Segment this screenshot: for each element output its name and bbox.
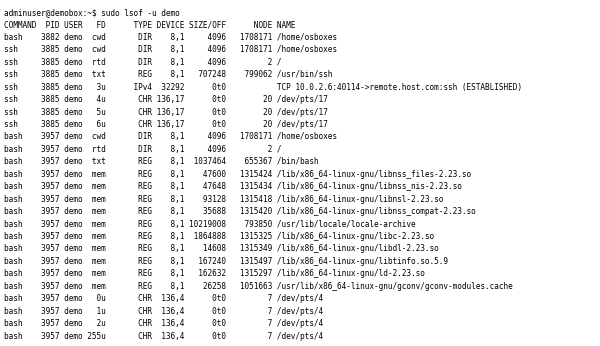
Text: bash    3957 demo  cwd       DIR    8,1     4096   1708171 /home/osboxes: bash 3957 demo cwd DIR 8,1 4096 1708171 …	[4, 133, 337, 142]
Text: ssh     3885 demo  txt       REG    8,1   707248    799062 /usr/bin/ssh: ssh 3885 demo txt REG 8,1 707248 799062 …	[4, 70, 332, 79]
Text: bash    3957 demo  txt       REG    8,1  1037464    655367 /bin/bash: bash 3957 demo txt REG 8,1 1037464 65536…	[4, 157, 319, 166]
Text: bash    3957 demo   0u       CHR  136,4      0t0         7 /dev/pts/4: bash 3957 demo 0u CHR 136,4 0t0 7 /dev/p…	[4, 294, 323, 303]
Text: bash    3957 demo  mem       REG    8,1   167240   1315497 /lib/x86_64-linux-gnu: bash 3957 demo mem REG 8,1 167240 131549…	[4, 257, 448, 266]
Text: bash    3957 demo 255u       CHR  136,4      0t0         7 /dev/pts/4: bash 3957 demo 255u CHR 136,4 0t0 7 /dev…	[4, 331, 323, 340]
Text: ssh     3885 demo   5u       CHR 136,17      0t0        20 /dev/pts/17: ssh 3885 demo 5u CHR 136,17 0t0 20 /dev/…	[4, 108, 328, 117]
Text: ssh     3885 demo   3u      IPv4  32292      0t0           TCP 10.0.2.6:40114->r: ssh 3885 demo 3u IPv4 32292 0t0 TCP 10.0…	[4, 83, 522, 92]
Text: bash    3957 demo  mem       REG    8,1  1864888   1315325 /lib/x86_64-linux-gnu: bash 3957 demo mem REG 8,1 1864888 13153…	[4, 232, 434, 241]
Text: bash    3957 demo  mem       REG    8,1    14608   1315349 /lib/x86_64-linux-gnu: bash 3957 demo mem REG 8,1 14608 1315349…	[4, 244, 439, 253]
Text: bash    3957 demo  mem       REG    8,1    93128   1315418 /lib/x86_64-linux-gnu: bash 3957 demo mem REG 8,1 93128 1315418…	[4, 195, 443, 204]
Text: ssh     3885 demo   4u       CHR 136,17      0t0        20 /dev/pts/17: ssh 3885 demo 4u CHR 136,17 0t0 20 /dev/…	[4, 95, 328, 104]
Text: COMMAND  PID USER   FD      TYPE DEVICE SIZE/OFF      NODE NAME: COMMAND PID USER FD TYPE DEVICE SIZE/OFF…	[4, 20, 295, 29]
Text: ssh     3885 demo   6u       CHR 136,17      0t0        20 /dev/pts/17: ssh 3885 demo 6u CHR 136,17 0t0 20 /dev/…	[4, 120, 328, 129]
Text: adminuser@demobox:~$ sudo lsof -u demo: adminuser@demobox:~$ sudo lsof -u demo	[4, 8, 180, 17]
Text: bash    3957 demo  mem       REG    8,1   162632   1315297 /lib/x86_64-linux-gnu: bash 3957 demo mem REG 8,1 162632 131529…	[4, 269, 425, 278]
Text: bash    3957 demo  rtd       DIR    8,1     4096         2 /: bash 3957 demo rtd DIR 8,1 4096 2 /	[4, 145, 281, 154]
Text: bash    3957 demo   2u       CHR  136,4      0t0         7 /dev/pts/4: bash 3957 demo 2u CHR 136,4 0t0 7 /dev/p…	[4, 319, 323, 328]
Text: bash    3957 demo  mem       REG    8,1    26258   1051663 /usr/lib/x86_64-linux: bash 3957 demo mem REG 8,1 26258 1051663…	[4, 282, 513, 291]
Text: ssh     3885 demo  rtd       DIR    8,1     4096         2 /: ssh 3885 demo rtd DIR 8,1 4096 2 /	[4, 58, 281, 67]
Text: ssh     3885 demo  cwd       DIR    8,1     4096   1708171 /home/osboxes: ssh 3885 demo cwd DIR 8,1 4096 1708171 /…	[4, 45, 337, 54]
Text: bash    3957 demo  mem       REG    8,1    47600   1315424 /lib/x86_64-linux-gnu: bash 3957 demo mem REG 8,1 47600 1315424…	[4, 170, 471, 179]
Text: bash    3957 demo  mem       REG    8,1    35688   1315420 /lib/x86_64-linux-gnu: bash 3957 demo mem REG 8,1 35688 1315420…	[4, 207, 476, 216]
Text: bash    3957 demo  mem       REG    8,1    47648   1315434 /lib/x86_64-linux-gnu: bash 3957 demo mem REG 8,1 47648 1315434…	[4, 182, 462, 191]
Text: bash    3957 demo   1u       CHR  136,4      0t0         7 /dev/pts/4: bash 3957 demo 1u CHR 136,4 0t0 7 /dev/p…	[4, 307, 323, 316]
Text: bash    3882 demo  cwd       DIR    8,1     4096   1708171 /home/osboxes: bash 3882 demo cwd DIR 8,1 4096 1708171 …	[4, 33, 337, 42]
Text: bash    3957 demo  mem       REG    8,1 10219008    793850 /usr/lib/locale/local: bash 3957 demo mem REG 8,1 10219008 7938…	[4, 220, 416, 229]
